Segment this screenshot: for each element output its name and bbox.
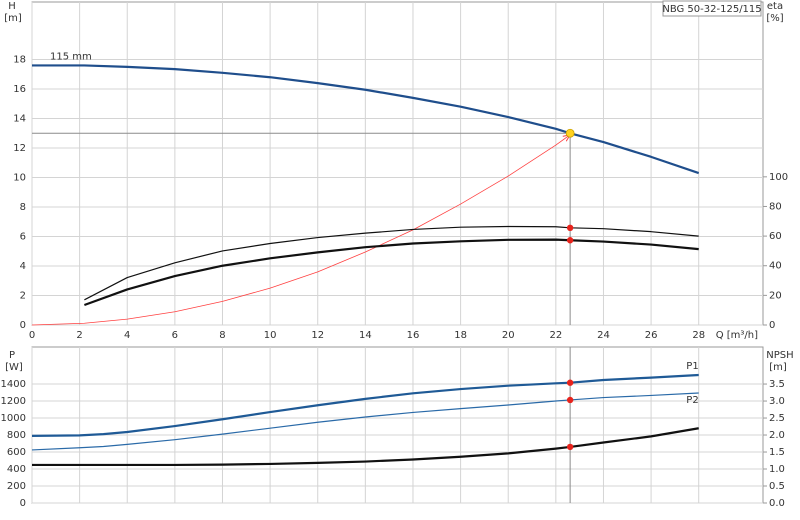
y-tick-label: 6 (20, 232, 26, 243)
y-tick-label: 0 (20, 498, 26, 509)
y-tick-label: 10 (13, 173, 26, 184)
curve (31, 135, 570, 326)
x-tick-label: 16 (407, 330, 420, 341)
duty-marker (566, 396, 574, 404)
x-tick-label: 0 (29, 330, 35, 341)
curve (84, 238, 699, 307)
y2-tick-label: 2.0 (769, 430, 785, 441)
x-tick-label: 22 (549, 330, 562, 341)
y-tick-label: 18 (13, 55, 26, 66)
y2-axis-title: NPSH (766, 350, 793, 361)
y-tick-label: 600 (7, 447, 26, 458)
y-tick-label: 1000 (1, 413, 26, 424)
y-tick-label: 1400 (1, 379, 26, 390)
y2-tick-label: 20 (769, 290, 782, 301)
duty-marker (566, 224, 574, 232)
duty-marker (566, 237, 574, 244)
x-tick-label: 6 (172, 330, 178, 341)
curve-label: 115 mm (50, 51, 92, 62)
y-tick-label: 16 (13, 84, 26, 95)
curve (31, 373, 699, 437)
y2-tick-label: 1.0 (769, 464, 785, 475)
y-axis-title: H (8, 1, 16, 12)
x-axis-title: Q [m³/h] (716, 330, 758, 341)
y-tick-label: 4 (20, 261, 26, 272)
x-tick-label: 26 (645, 330, 658, 341)
y2-axis-title: eta (767, 1, 783, 12)
y2-tick-label: 60 (769, 231, 782, 242)
x-tick-label: 14 (359, 330, 372, 341)
y-tick-label: 400 (7, 464, 26, 475)
y2-tick-label: 1.5 (769, 447, 785, 458)
duty-marker (566, 379, 574, 386)
y2-tick-label: 0 (769, 320, 775, 331)
y-axis-title: P (9, 350, 15, 361)
y2-axis-unit: [m] (769, 362, 787, 373)
curve (31, 392, 699, 451)
y2-tick-label: 80 (769, 201, 782, 212)
x-tick-label: 28 (692, 330, 705, 341)
y2-tick-label: 40 (769, 261, 782, 272)
curve (32, 64, 700, 175)
y-tick-label: 8 (20, 202, 26, 213)
y-tick-label: 2 (20, 291, 26, 302)
y-axis-unit: [m] (4, 13, 22, 24)
y-axis-unit: [W] (5, 362, 23, 373)
y-tick-label: 0 (20, 320, 26, 331)
y-tick-label: 12 (13, 143, 26, 154)
y2-tick-label: 0.5 (769, 481, 785, 492)
x-tick-label: 8 (219, 330, 225, 341)
curve-label: P1 (686, 361, 698, 372)
curve (84, 225, 699, 301)
x-tick-label: 2 (76, 330, 82, 341)
curve-label: P2 (686, 395, 698, 406)
y-tick-label: 14 (13, 114, 26, 125)
y-tick-label: 1200 (1, 396, 26, 407)
curve (32, 427, 699, 467)
y-tick-label: 800 (7, 430, 26, 441)
y2-tick-label: 0.0 (769, 498, 785, 509)
x-tick-label: 18 (454, 330, 467, 341)
y-tick-label: 200 (7, 481, 26, 492)
x-tick-label: 24 (597, 330, 610, 341)
chart-title: NBG 50-32-125/115 (662, 4, 761, 15)
x-tick-label: 20 (502, 330, 515, 341)
duty-marker (565, 128, 575, 138)
y2-tick-label: 2.5 (769, 413, 785, 424)
y2-axis-unit: [%] (766, 13, 783, 24)
y2-tick-label: 3.0 (769, 396, 785, 407)
title-box (662, 0, 762, 17)
y2-tick-label: 3.5 (769, 379, 785, 390)
y2-tick-label: 100 (769, 172, 788, 183)
x-tick-label: 12 (311, 330, 324, 341)
x-tick-label: 10 (264, 330, 277, 341)
x-tick-label: 4 (124, 330, 130, 341)
duty-marker (566, 443, 574, 451)
